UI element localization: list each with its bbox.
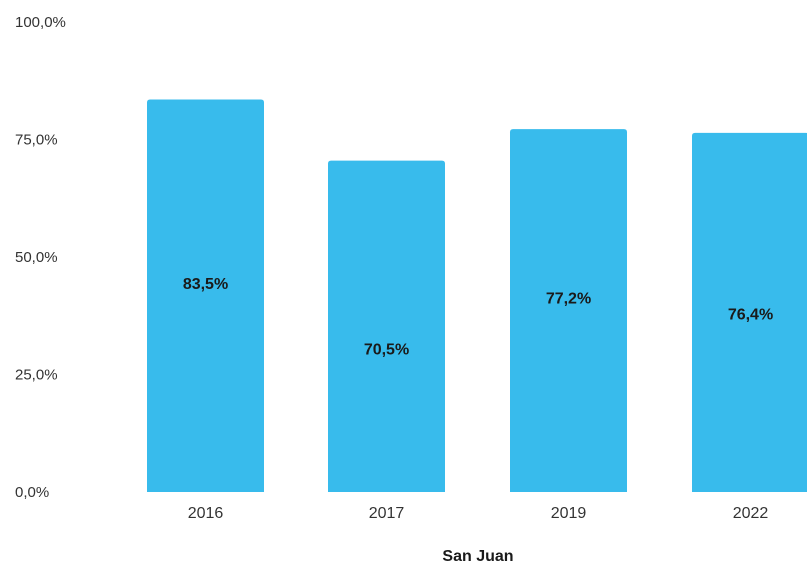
data-label: 70,5%: [364, 341, 409, 358]
data-label: 77,2%: [546, 291, 591, 308]
y-axis: 0,0% 25,0% 50,0% 75,0% 100,0%: [15, 14, 66, 501]
bar: [328, 160, 445, 492]
bar: [510, 129, 627, 492]
bar: [692, 132, 807, 492]
y-tick-label: 25,0%: [15, 367, 58, 384]
x-tick-label: 2016: [188, 505, 224, 522]
data-label: 83,5%: [183, 276, 228, 293]
y-tick-label: 100,0%: [15, 14, 66, 31]
y-tick-label: 75,0%: [15, 132, 58, 149]
bars: [147, 99, 807, 493]
y-tick-label: 50,0%: [15, 249, 58, 266]
x-axis-title: San Juan: [442, 548, 513, 565]
x-tick-label: 2017: [369, 505, 405, 522]
data-label: 76,4%: [728, 306, 773, 323]
x-tick-label: 2022: [733, 505, 769, 522]
data-labels: 83,5% 70,5% 77,2% 76,4%: [183, 276, 773, 359]
x-axis: 2016 2017 2019 2022: [188, 505, 769, 522]
bar: [147, 99, 264, 493]
y-tick-label: 0,0%: [15, 484, 49, 501]
x-tick-label: 2019: [551, 505, 587, 522]
